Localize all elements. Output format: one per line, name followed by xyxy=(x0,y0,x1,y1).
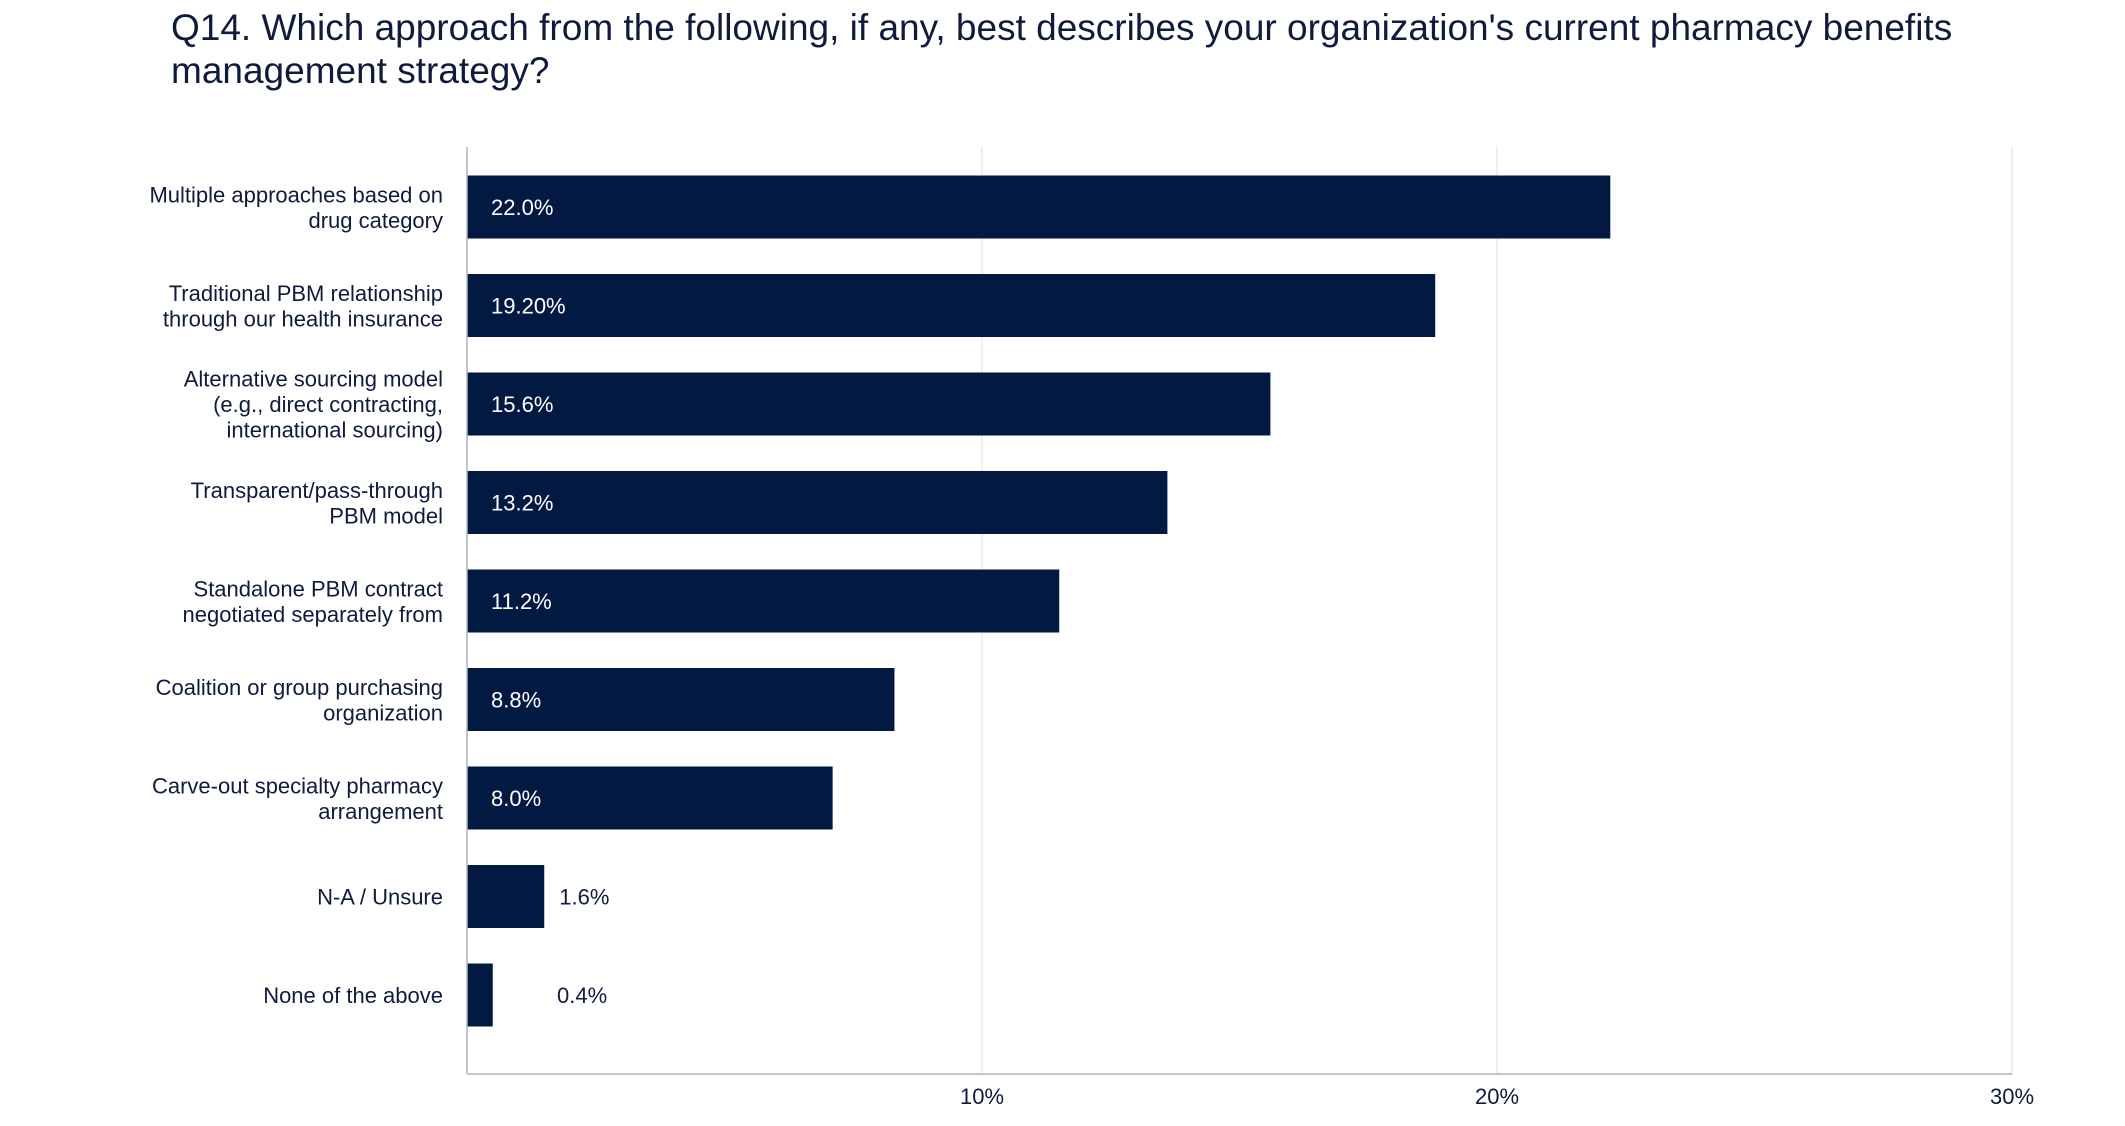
bar-value-label: 15.6% xyxy=(491,392,553,417)
bar-8 xyxy=(467,865,545,928)
category-label-line: Transparent/pass-through xyxy=(191,478,443,503)
bar-1 xyxy=(467,175,1611,239)
bar-5 xyxy=(467,569,1060,633)
bar-value-label: 19.20% xyxy=(491,294,566,319)
axes xyxy=(466,147,2012,1075)
category-label-line: Carve-out specialty pharmacy xyxy=(152,773,443,798)
bar-6 xyxy=(467,668,895,731)
category-label: Standalone PBM contract negotiated separa… xyxy=(183,576,444,627)
bar-value-label: 8.8% xyxy=(491,688,541,713)
category-label-line: (e.g., direct contracting, xyxy=(213,392,443,417)
category-label-line: PBM model xyxy=(329,503,443,528)
bar-value-label: 13.2% xyxy=(491,491,553,516)
category-label-line: negotiated separately from xyxy=(183,602,444,627)
category-label-line: Standalone PBM contract xyxy=(194,576,443,601)
category-label-line: arrangement xyxy=(318,799,443,824)
bar-value-label: 8.0% xyxy=(491,786,541,811)
category-label-line: Alternative sourcing model xyxy=(184,367,443,392)
bar-9 xyxy=(467,963,493,1027)
category-label-line: Traditional PBM relationship xyxy=(169,281,443,306)
bar-4 xyxy=(467,471,1168,534)
category-label-line: Coalition or group purchasing xyxy=(156,675,443,700)
category-label-line: Multiple approaches based on xyxy=(149,182,443,207)
bar-value-label: 1.6% xyxy=(559,885,609,910)
category-label: Multiple approaches based on drug categor… xyxy=(149,182,443,233)
bar-value-label: 22.0% xyxy=(491,195,553,220)
bar-value-label: 11.2% xyxy=(491,589,552,614)
category-label-line: N-A / Unsure xyxy=(317,885,443,910)
category-label: Traditional PBM relationship through our … xyxy=(163,281,443,332)
bar-7 xyxy=(467,766,833,830)
category-label: Carve-out specialty pharmacy arrangement xyxy=(152,773,443,824)
category-label-line: international sourcing) xyxy=(227,418,443,443)
category-label: Coalition or group purchasing organizatio… xyxy=(156,675,443,726)
category-label: N-A / Unsure xyxy=(317,885,443,910)
x-tick-label: 10% xyxy=(960,1084,1004,1109)
chart-title: Q14. Which approach from the following, … xyxy=(171,7,1953,91)
category-label-line: organization xyxy=(323,700,443,725)
bar-value-label: 0.4% xyxy=(557,983,607,1008)
category-label-line: drug category xyxy=(308,208,443,233)
bar-2 xyxy=(467,274,1436,337)
category-label: Transparent/pass-through PBM model xyxy=(191,478,443,529)
category-label-line: through our health insurance xyxy=(163,306,443,331)
category-label: Alternative sourcing model (e.g., direct … xyxy=(184,367,443,443)
x-tick-label: 30% xyxy=(1990,1084,2034,1109)
category-label-line: None of the above xyxy=(263,983,443,1008)
category-label: None of the above xyxy=(263,983,443,1008)
bars xyxy=(467,175,1611,1027)
bar-3 xyxy=(467,372,1271,436)
x-tick-label: 20% xyxy=(1475,1084,1519,1109)
labels: 10% 20% 30% 22.0% Multiple approaches based … xyxy=(149,182,2034,1109)
